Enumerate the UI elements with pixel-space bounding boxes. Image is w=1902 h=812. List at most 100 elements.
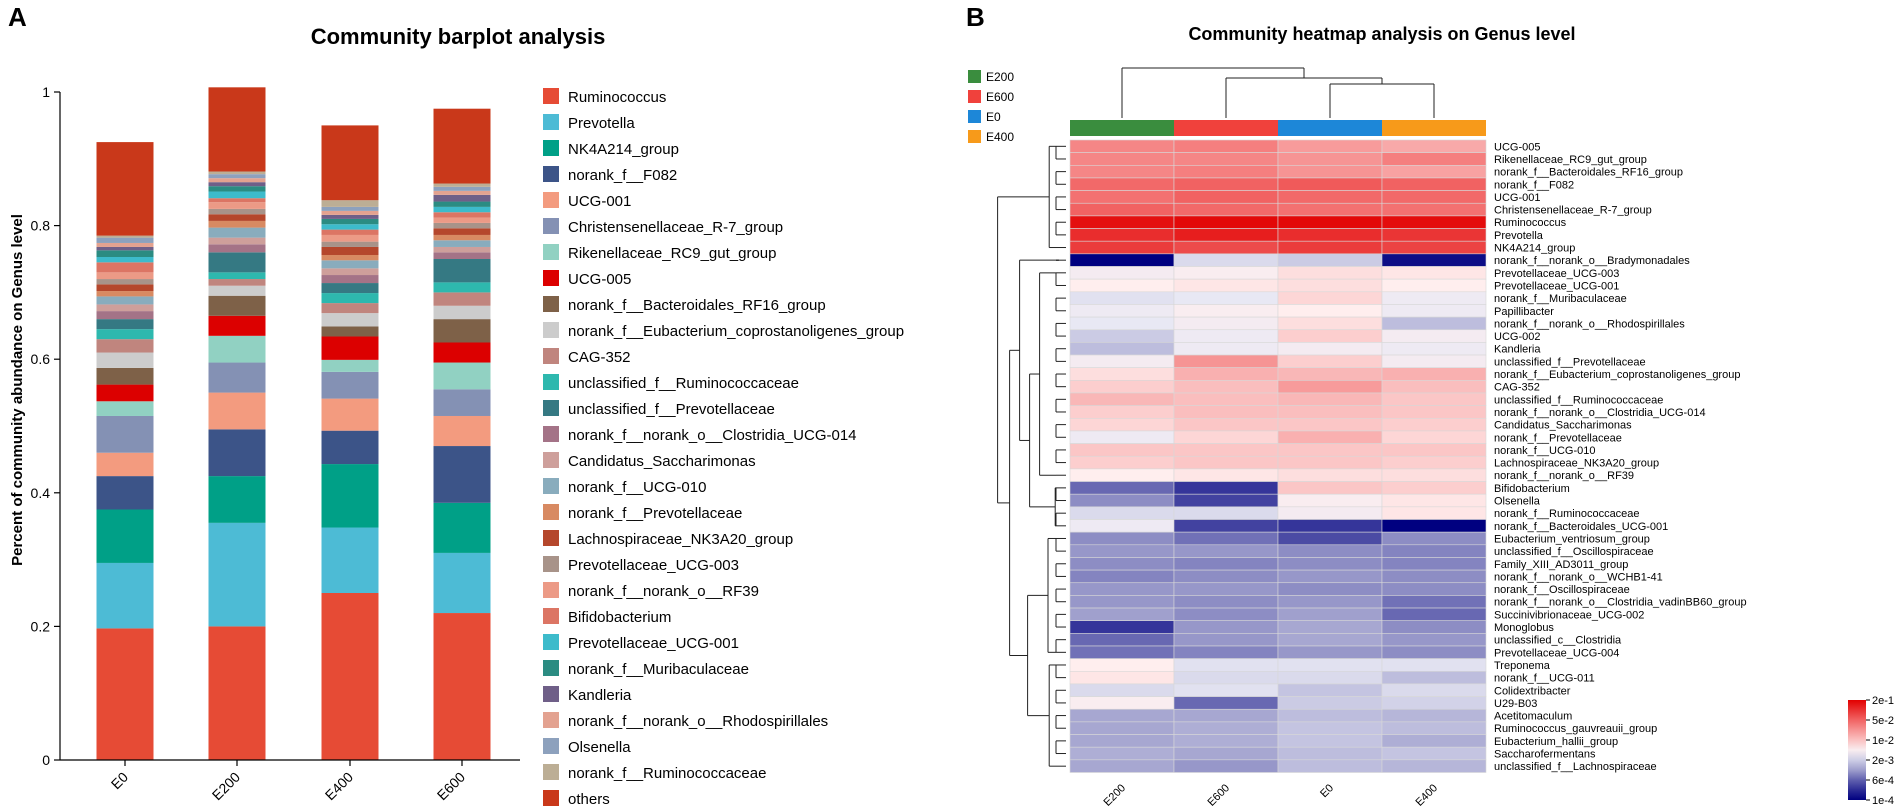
- bar-segment-E200-Prevotellaceae_UCG-001: [208, 191, 266, 199]
- heatmap-cell: [1069, 519, 1175, 533]
- bar-segment-E200-UCG-005: [208, 315, 266, 336]
- heatmap-cell: [1381, 152, 1487, 166]
- heatmap-cell: [1381, 443, 1487, 457]
- bar-segment-E600-Prevotella: [433, 552, 491, 614]
- heatmap-cell: [1277, 316, 1383, 331]
- bar-segment-E600-unclassified_f__Ruminococcaceae: [433, 282, 491, 293]
- heatmap-cell: [1173, 253, 1279, 267]
- heatmap-cell: [1069, 582, 1175, 596]
- heatmap-cell: [1381, 380, 1487, 394]
- heatmap-cell: [1173, 696, 1279, 710]
- heatmap-cell: [1069, 746, 1175, 761]
- row-label: Eubacterium_hallii_group: [1494, 736, 1618, 748]
- color-scale-label: 5e-2: [1872, 715, 1894, 727]
- bar-segment-E200-Bifidobacterium: [208, 198, 266, 203]
- group-legend-label: E600: [986, 90, 1014, 104]
- bar-segment-E400-norank_f__Bacteroidales_RF16_group: [321, 326, 379, 337]
- heatmap-cell: [1277, 177, 1383, 191]
- heatmap-cell: [1069, 291, 1175, 305]
- heatmap-cell: [1381, 278, 1487, 293]
- legend-swatch-unclassified_f__Ruminococcaceae: [543, 374, 559, 390]
- bar-segment-E600-norank_f__Prevotellaceae: [433, 234, 491, 241]
- heatmap-column-color-bar: [1070, 120, 1486, 136]
- row-label: norank_f__Bacteroidales_RF16_group: [1494, 167, 1683, 179]
- heatmap-cell: [1381, 658, 1487, 672]
- heatmap-cell: [1069, 633, 1175, 647]
- row-label: Treponema: [1494, 660, 1551, 672]
- heatmap-cell: [1173, 190, 1279, 204]
- bar-segment-E600-norank_f__Muribaculaceae: [433, 201, 491, 207]
- heatmap-cell: [1277, 455, 1383, 470]
- heatmap-cell: [1069, 253, 1175, 267]
- row-label: norank_f__norank_o__Bradymonadales: [1494, 255, 1690, 267]
- heatmap-cells: [1069, 139, 1487, 773]
- color-scale-label: 2e-1: [1872, 695, 1894, 707]
- row-label: norank_f__UCG-011: [1494, 673, 1595, 685]
- group-legend-label: E400: [986, 130, 1014, 144]
- x-tick-label: E400: [322, 769, 357, 804]
- y-tick-label: 0.8: [31, 218, 51, 234]
- legend-swatch-Rikenellaceae_RC9_gut_group: [543, 244, 559, 260]
- y-tick-label: 0.6: [31, 351, 51, 367]
- heatmap-cell: [1381, 645, 1487, 659]
- bar-segment-E200-Lachnospiraceae_NK3A20_group: [208, 214, 266, 221]
- bar-segment-E200-norank_f__Muribaculaceae: [208, 186, 266, 192]
- heatmap-cell: [1277, 734, 1383, 748]
- row-label: Ruminococcus: [1494, 217, 1567, 229]
- row-label: Bifidobacterium: [1494, 483, 1570, 495]
- bar-segment-E200-norank_f__Bacteroidales_RF16_group: [208, 295, 266, 316]
- bar-segment-E200-norank_f__Eubacterium_coprostanoligenes_group: [208, 285, 266, 296]
- legend-swatch-unclassified_f__Prevotellaceae: [543, 400, 559, 416]
- row-label: Candidatus_Saccharimonas: [1494, 420, 1632, 432]
- row-label: Kandleria: [1494, 344, 1541, 356]
- heatmap-cell: [1381, 633, 1487, 647]
- column-group-bar-E200: [1070, 120, 1174, 136]
- bar-segment-E0-Kandleria: [96, 246, 154, 251]
- heatmap-cell: [1381, 721, 1487, 735]
- heatmap-cell: [1381, 177, 1487, 191]
- y-tick-label: 0.2: [31, 618, 51, 634]
- bar-segment-E200-CAG-352: [208, 279, 266, 286]
- bar-segment-E600-norank_f__Ruminococcaceae: [433, 183, 491, 187]
- row-label: Saccharofermentans: [1494, 749, 1596, 761]
- heatmap-cell: [1173, 506, 1279, 520]
- legend-swatch-Prevotellaceae_UCG-003: [543, 556, 559, 572]
- barplot-x-axis: E0 E200 E400 E600: [60, 759, 520, 804]
- bar-segment-E600-Candidatus_Saccharimonas: [433, 246, 491, 253]
- bar-segment-E200-unclassified_f__Ruminococcaceae: [208, 272, 266, 280]
- legend-swatch-norank_f__UCG-010: [543, 478, 559, 494]
- heatmap-cell: [1277, 392, 1383, 406]
- heatmap-cell: [1277, 683, 1383, 697]
- bar-segment-E600-Olsenella: [433, 186, 491, 191]
- heatmap-cell: [1381, 316, 1487, 331]
- group-legend-label: E200: [986, 70, 1014, 84]
- x-tick-label: E600: [434, 769, 469, 804]
- legend-label: Lachnospiraceae_NK3A20_group: [568, 531, 793, 548]
- heatmap-cell: [1173, 177, 1279, 191]
- bar-segment-E0-norank_f__Eubacterium_coprostanoligenes_group: [96, 352, 154, 368]
- bar-segment-E400-norank_f__Ruminococcaceae: [321, 200, 379, 207]
- heatmap-cell: [1277, 607, 1383, 621]
- bar-segment-E0-Ruminococcus: [96, 628, 154, 760]
- legend-label: norank_f__Muribaculaceae: [568, 661, 749, 678]
- heatmap-cell: [1069, 620, 1175, 634]
- bar-segment-E0-UCG-005: [96, 384, 154, 402]
- heatmap-cell: [1381, 481, 1487, 495]
- heatmap-cell: [1173, 278, 1279, 293]
- heatmap-cell: [1277, 228, 1383, 242]
- bar-segment-E400-norank_f__UCG-010: [321, 260, 379, 269]
- heatmap-cell: [1069, 708, 1175, 723]
- heatmap-cell: [1277, 165, 1383, 179]
- heatmap-cell: [1173, 316, 1279, 331]
- legend-label: Candidatus_Saccharimonas: [568, 453, 756, 470]
- row-label: UCG-001: [1494, 192, 1540, 204]
- bar-segment-E600-UCG-005: [433, 342, 491, 363]
- heatmap-cell: [1277, 253, 1383, 267]
- row-label: Prevotellaceae_UCG-004: [1494, 647, 1619, 659]
- heatmap-cell: [1381, 493, 1487, 508]
- heatmap-cell: [1277, 354, 1383, 368]
- legend-swatch-CAG-352: [543, 348, 559, 364]
- heatmap-cell: [1277, 759, 1383, 773]
- column-label: E0: [1318, 782, 1336, 800]
- heatmap-cell: [1173, 569, 1279, 584]
